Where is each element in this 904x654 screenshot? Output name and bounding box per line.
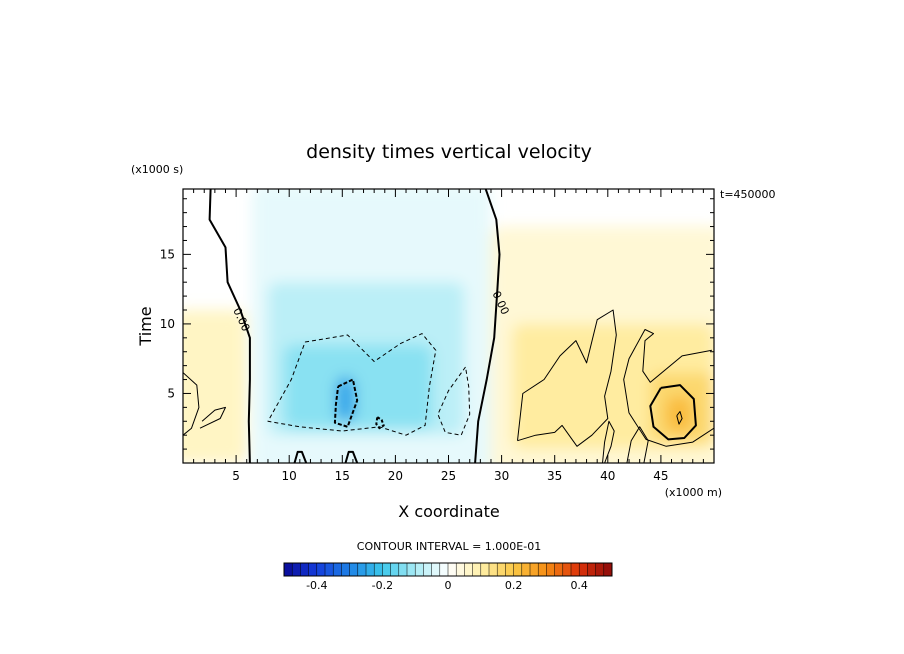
colorbar-bin	[497, 563, 506, 576]
colorbar-bin	[464, 563, 473, 576]
contour-pos-east-low	[517, 309, 617, 447]
x-tick-label: 20	[388, 469, 403, 483]
x-tick-label: 40	[600, 469, 615, 483]
x-tick-label: 25	[441, 469, 456, 483]
contour-zero-west	[208, 189, 251, 463]
contour-zero-middle	[474, 189, 501, 463]
colorbar-bin	[390, 563, 400, 576]
colorbar-frame	[283, 562, 613, 577]
colorbar-bin	[357, 563, 367, 576]
contour-zero-stub-a	[293, 450, 308, 463]
colorbar-tick-label: 0.4	[570, 579, 588, 592]
colorbar-tick-label: -0.2	[372, 579, 393, 592]
contour-pos-east-peak	[676, 411, 683, 425]
y-axis: 5 10 15	[160, 198, 714, 450]
field-neg-core	[335, 376, 356, 422]
y-tick-label: 10	[160, 317, 175, 331]
colorbar-bin	[595, 563, 605, 576]
contour-pos-west-edge	[183, 372, 200, 436]
colorbar-bin	[366, 563, 375, 576]
contour-pos-west	[199, 406, 226, 429]
y-tick-label: 5	[167, 386, 175, 400]
colorbar-bin	[415, 563, 424, 576]
y-scale-label: (x1000 s)	[131, 163, 183, 176]
colorbar-bin	[521, 563, 531, 576]
contour-pos-east-big	[623, 329, 714, 447]
shaded-field	[183, 189, 714, 463]
colorbar-bin	[546, 563, 555, 576]
colorbar-tick-label: 0	[445, 579, 452, 592]
colorbar-bin	[472, 563, 482, 576]
colorbar-bin	[349, 563, 359, 576]
colorbar-bin	[431, 563, 441, 576]
time-stamp: t=450000	[720, 188, 776, 201]
colorbar-bin	[513, 563, 523, 576]
colorbar-tick-label: -0.4	[306, 579, 327, 592]
x-tick-label: 35	[547, 469, 562, 483]
x-scale-label: (x1000 m)	[665, 486, 722, 499]
colorbar-bin	[448, 563, 457, 576]
colorbar-bin	[398, 563, 408, 576]
contour-neg-core	[333, 378, 359, 428]
x-axis: 5 10 15 20 25 30 35 40 45	[193, 189, 704, 483]
colorbar-bin	[300, 563, 309, 576]
colorbar-bin	[603, 563, 613, 576]
colorbar-bin	[456, 563, 465, 576]
x-tick-label: 45	[653, 469, 668, 483]
contour-lines	[183, 189, 714, 463]
colorbar-bin	[341, 563, 350, 576]
colorbar-bin	[562, 563, 572, 576]
colorbar-bin	[308, 563, 318, 576]
contour-neg-east	[437, 366, 471, 436]
field-neg-inner	[283, 344, 433, 429]
contour-interval-note: CONTOUR INTERVAL = 1.000E-01	[357, 540, 541, 553]
contour-zero-tongue-b	[626, 426, 649, 463]
colorbar-bin	[480, 563, 490, 576]
colorbar-bin	[374, 563, 383, 576]
contour-pos-east-core	[649, 384, 697, 441]
colorbar: -0.4 -0.2 0 0.2 0.4	[283, 562, 613, 592]
colorbar-bin	[382, 563, 391, 576]
x-tick-label: 30	[494, 469, 509, 483]
y-tick-label: 15	[160, 247, 175, 261]
colorbar-bin	[489, 563, 498, 576]
x-tick-label: 5	[232, 469, 240, 483]
field-pos-east-core	[666, 396, 692, 433]
colorbar-bin	[530, 563, 539, 576]
colorbar-bin	[325, 563, 334, 576]
colorbar-bin	[571, 563, 580, 576]
colorbar-bin	[284, 563, 293, 576]
x-tick-label: 15	[335, 469, 350, 483]
colorbar-bin	[505, 563, 514, 576]
colorbar-bin	[333, 563, 342, 576]
x-tick-label: 10	[282, 469, 297, 483]
colorbar-bin	[292, 563, 301, 576]
colorbar-bin	[538, 563, 547, 576]
contour-neg-main	[267, 333, 437, 436]
field-pos-west	[183, 310, 247, 463]
colorbar-bin	[407, 563, 416, 576]
colorbar-bin	[423, 563, 432, 576]
contour-neg-dot	[375, 416, 385, 430]
colorbar-tick-label: 0.2	[505, 579, 523, 592]
colorbar-bin	[316, 563, 326, 576]
x-axis-label: X coordinate	[398, 502, 499, 521]
colorbar-bin	[554, 563, 564, 576]
colorbar-bin	[439, 563, 449, 576]
colorbar-bin	[587, 563, 596, 576]
y-axis-label: Time	[136, 306, 155, 346]
contour-zero-stub-b	[344, 450, 359, 463]
contour-zero-tongue-a	[602, 420, 615, 463]
colorbar-bin	[579, 563, 588, 576]
chart-title: density times vertical velocity	[306, 141, 592, 163]
